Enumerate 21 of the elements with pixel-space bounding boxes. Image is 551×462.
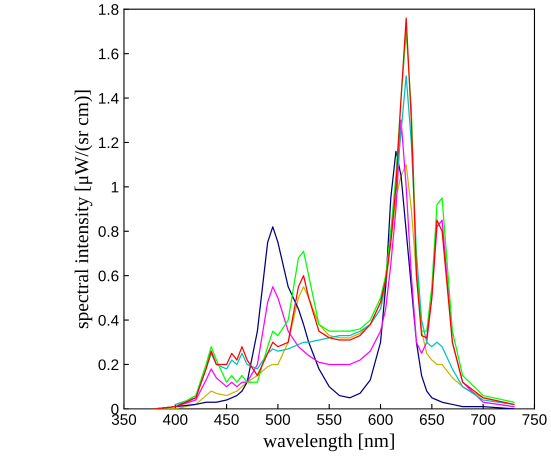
y-tick-label: 1 <box>112 182 118 192</box>
x-tick-label: 400 <box>162 414 188 425</box>
x-tick-label: 450 <box>214 414 239 425</box>
y-tick-label: 0.4 <box>98 314 119 326</box>
x-tick-label: 350 <box>112 414 136 425</box>
y-tick-label: 1.2 <box>99 137 118 148</box>
y-tick-label: 0.2 <box>98 359 118 370</box>
y-tick-label: 1.6 <box>99 48 118 60</box>
x-tick-label: 600 <box>368 414 393 425</box>
x-axis-title: wavelength [nm] <box>263 434 394 452</box>
x-tick-label: 750 <box>522 414 547 425</box>
x-tick-label: 700 <box>471 414 496 425</box>
x-tick-label: 550 <box>317 414 342 425</box>
y-axis-title: spectral intensity [μW/(sr cm)] <box>74 90 92 328</box>
y-tick-label: 0 <box>111 404 119 415</box>
y-tick-label: 1.8 <box>99 4 118 15</box>
x-tick-label: 650 <box>420 414 444 425</box>
x-tick-label: 500 <box>266 414 290 425</box>
y-tick-label: 1.4 <box>99 93 119 104</box>
y-tick-label: 0.6 <box>98 270 118 282</box>
y-tick-label: 0.8 <box>98 226 118 237</box>
